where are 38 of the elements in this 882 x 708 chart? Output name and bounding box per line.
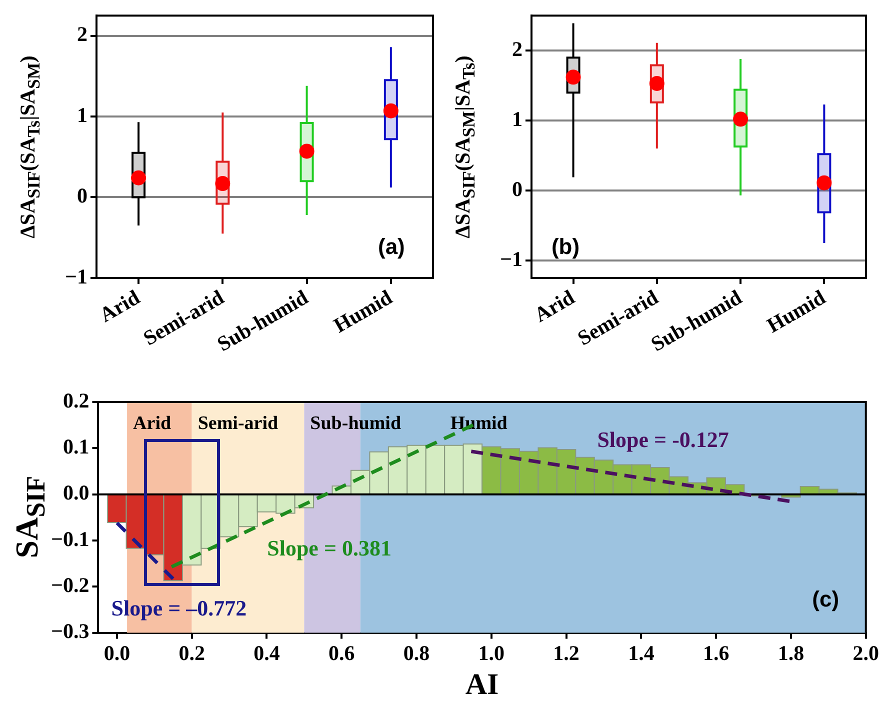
- x-tick-label: 0.8: [403, 640, 430, 665]
- y-tick-label: 0.2: [62, 388, 90, 412]
- annotation: (c): [812, 586, 840, 612]
- y-tick-label: 0: [512, 176, 522, 201]
- x-tick-label: 1.0: [478, 640, 505, 665]
- band-label: Arid: [133, 412, 172, 434]
- y-tick-label: 2: [76, 22, 88, 46]
- y-tick-label: 2: [512, 37, 522, 62]
- y-tick-label: −1: [65, 264, 88, 288]
- band-label: Sub-humid: [310, 412, 402, 434]
- x-tick-label: 1.2: [553, 640, 580, 665]
- x-tick-label: 0.4: [254, 640, 280, 665]
- y-tick-label: 0.1: [62, 434, 90, 459]
- x-tick-label: 1.8: [778, 640, 804, 665]
- y-tick-label: −0.3: [51, 619, 90, 644]
- annotation: Slope = -0.127: [597, 426, 729, 452]
- x-tick-label: 0.0: [104, 640, 130, 665]
- y-tick-label: 0.0: [62, 480, 90, 505]
- band-label: Humid: [450, 412, 508, 434]
- x-axis-title: AI: [465, 668, 499, 702]
- annotation: Slope = 0.381: [267, 535, 392, 560]
- annotation: (a): [378, 234, 405, 260]
- x-tick-label: Arid: [95, 284, 144, 327]
- y-tick-label: 1: [512, 106, 522, 131]
- x-tick-label: 0.2: [178, 640, 205, 665]
- x-tick-label: 2.0: [852, 640, 879, 665]
- y-tick-label: −0.2: [51, 573, 90, 598]
- y-tick-label: 1: [76, 102, 88, 127]
- y-tick-label: 0: [76, 184, 88, 208]
- annotation: (b): [551, 234, 580, 260]
- x-tick-label: Arid: [530, 284, 579, 327]
- x-tick-label: 1.6: [702, 640, 730, 665]
- y-tick-label: −0.1: [51, 526, 90, 551]
- x-tick-label: 0.6: [328, 640, 355, 665]
- band-label: Semi-arid: [198, 412, 278, 434]
- annotation: Slope = –0.772: [111, 595, 247, 620]
- y-tick-label: −1: [500, 246, 522, 271]
- x-tick-label: 1.4: [628, 640, 655, 665]
